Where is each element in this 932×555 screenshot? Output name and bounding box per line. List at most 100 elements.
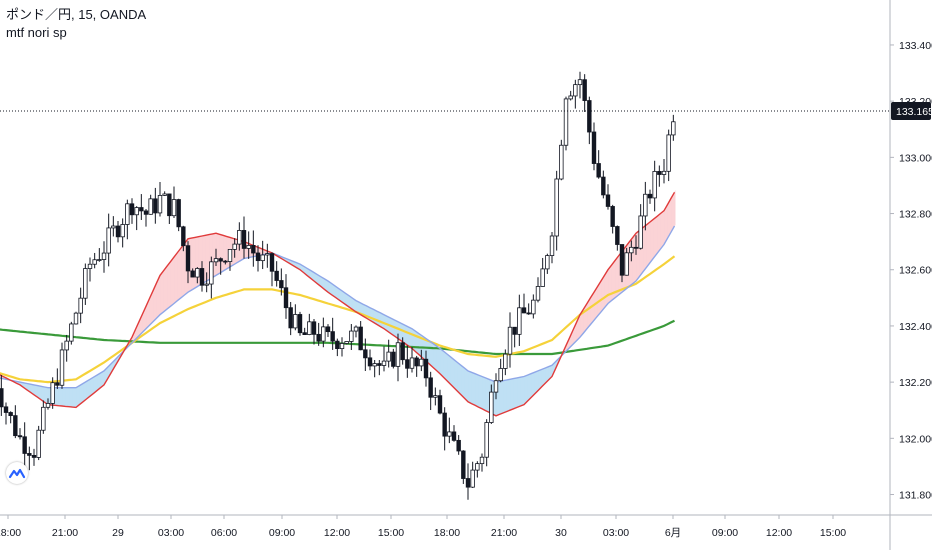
candle-body [321, 326, 326, 342]
candle-body [563, 98, 569, 146]
candle-body [647, 193, 653, 199]
cloud-segment [166, 260, 171, 310]
candle-body [148, 198, 153, 215]
cloud-segment [457, 361, 462, 396]
candle-body [367, 357, 373, 367]
cloud-segment [649, 218, 654, 264]
cloud-segment [65, 387, 70, 408]
candle-body [451, 431, 457, 441]
x-tick-label: 18:00 [434, 527, 460, 539]
cloud-segment [173, 251, 178, 305]
candle-body [8, 412, 13, 417]
candle-body [437, 395, 443, 414]
candlesticks [0, 71, 676, 500]
cloud-segment [499, 380, 504, 415]
current-price-label: 133.165 [896, 106, 932, 118]
cloud-segment [159, 269, 164, 316]
candle-body [372, 363, 377, 367]
x-tick-label: 15:00 [820, 527, 846, 539]
cloud-segment [520, 376, 525, 407]
cloud-segment [660, 210, 665, 250]
cloud-segment [219, 233, 224, 274]
candle-body [521, 307, 527, 314]
candle-body [633, 246, 639, 249]
cloud-segment [429, 340, 434, 369]
cloud-segment [485, 377, 490, 413]
candle-body [265, 253, 270, 256]
candle-body [157, 195, 163, 214]
cloud-segment [467, 370, 472, 405]
candle-body [507, 326, 513, 355]
x-tick-label: 12:00 [324, 527, 350, 539]
candle-body [199, 268, 205, 286]
candle-body [311, 321, 317, 335]
cloud-segment [646, 221, 651, 269]
candle-body [115, 225, 121, 238]
candle-body [0, 388, 4, 408]
cloud-segment [611, 259, 616, 302]
candle-body [386, 351, 391, 362]
candle-body [400, 342, 405, 361]
candle-body [512, 326, 517, 335]
candle-body [232, 243, 237, 250]
candle-body [167, 193, 172, 217]
candle-body [344, 341, 349, 344]
candle-body [545, 255, 550, 270]
candle-body [83, 268, 88, 299]
candle-body [316, 333, 321, 342]
x-tick-label: 18:00 [0, 527, 21, 539]
chart-legend: ポンド／円, 15, OANDA mtf nori sp [6, 6, 146, 42]
x-tick-label: 21:00 [52, 527, 78, 539]
candle-body [479, 456, 485, 465]
candle-body [59, 349, 65, 386]
tradingview-logo-icon[interactable] [6, 462, 28, 484]
candle-body [358, 326, 363, 351]
candle-body [568, 95, 573, 100]
candle-body [13, 415, 18, 437]
cloud-segment [527, 373, 532, 402]
candle-body [405, 359, 410, 369]
cloud-segment [439, 347, 444, 378]
candle-body [652, 171, 657, 199]
cloud-segment [474, 373, 479, 408]
candle-body [517, 307, 522, 335]
cloud-segment [436, 345, 441, 375]
candle-body [461, 450, 466, 479]
x-tick-label: 12:00 [766, 527, 792, 539]
candle-body [381, 360, 387, 366]
candle-body [353, 326, 359, 332]
candle-body [283, 287, 289, 309]
candle-body [31, 455, 37, 458]
candle-body [535, 286, 541, 301]
candle-body [377, 363, 382, 366]
candle-body [255, 252, 261, 262]
candle-body [657, 171, 662, 175]
candle-body [554, 178, 559, 237]
candle-body [540, 268, 545, 287]
candle-body [87, 263, 93, 269]
candle-body [456, 439, 461, 452]
candle-body [307, 321, 312, 336]
candle-body [134, 207, 139, 216]
candle-body [190, 270, 195, 278]
current-price-badge [891, 101, 931, 120]
cloud-segment [674, 189, 676, 228]
x-tick-label: 21:00 [491, 527, 517, 539]
candle-body [325, 326, 331, 333]
candle-body [36, 429, 41, 458]
cloud-segment [502, 379, 507, 414]
cloud-segment [215, 232, 220, 276]
candle-body [423, 358, 429, 379]
y-tick-label: 132.400 [899, 321, 932, 333]
candle-body [391, 351, 396, 367]
cloud-segment [481, 376, 486, 412]
candle-body [223, 260, 228, 263]
cloud-segment [513, 377, 518, 410]
cloud-segment [222, 234, 227, 272]
candle-body [106, 227, 111, 254]
candle-body [610, 206, 615, 227]
candle-body [419, 358, 424, 367]
